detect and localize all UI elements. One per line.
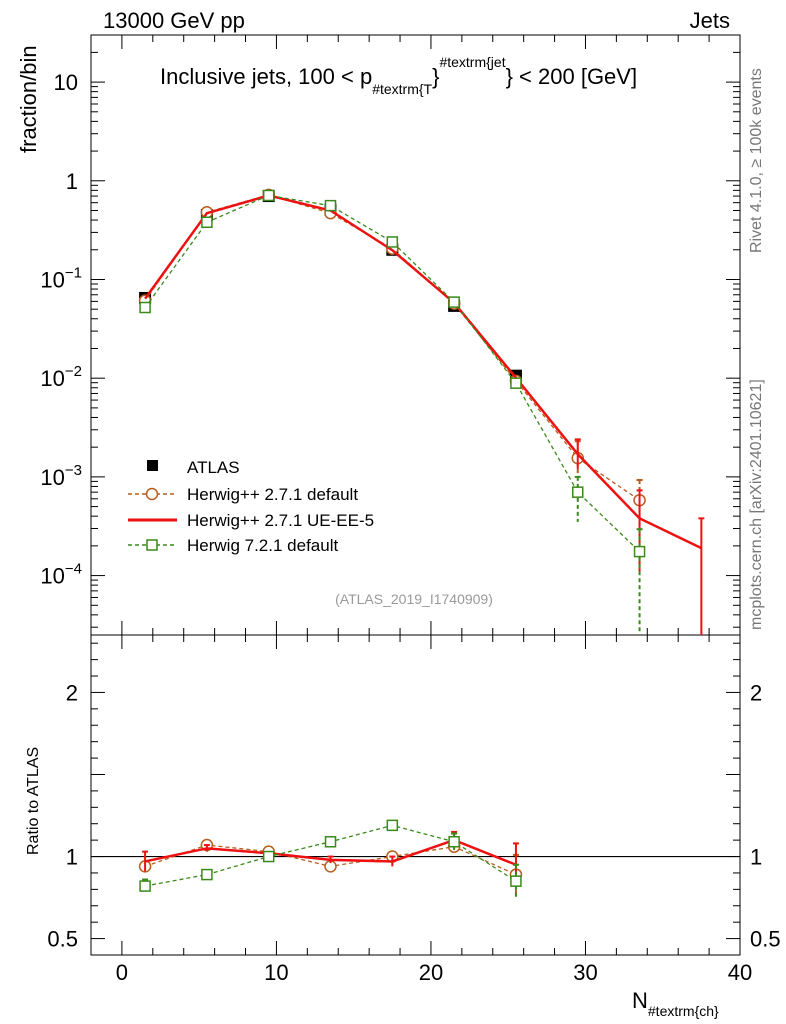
- site-label: mcplots.cern.ch [arXiv:2401.10621]: [748, 379, 765, 630]
- legend-label-herwigpp-ueee5: Herwig++ 2.7.1 UE-EE-5: [187, 511, 374, 530]
- ratio-series: [138, 819, 523, 898]
- ratio-tick-label-right: 0.5: [750, 927, 781, 952]
- y-tick-label: 10−4: [40, 561, 82, 589]
- ratio-point-herwig-7-2-1-default: [262, 850, 275, 863]
- data-point-herwig-7-2-1-default: [139, 301, 151, 314]
- y-tick-label: 10−1: [40, 264, 82, 292]
- data-point-herwig-7-2-1-default: [633, 545, 646, 558]
- y-tick-label: 1: [66, 169, 78, 194]
- ratio-tick-label-right: 2: [750, 680, 762, 705]
- main-series: [138, 188, 705, 635]
- axes: 0 10 20 30 40 10 1 10−1 10−2 10−3 10−4 2 2 1 1 0.5 0.5: [40, 34, 781, 985]
- ratio-point-herwig-7-2-1-default: [139, 880, 151, 892]
- data-point-herwig-7-2-1-default: [448, 296, 460, 308]
- legend: ATLAS Herwig++ 2.7.1 default Herwig++ 2.…: [128, 458, 374, 555]
- legend-label-atlas: ATLAS: [187, 458, 240, 477]
- data-point-herwig-7-2-1-default: [510, 377, 522, 389]
- process-label: Jets: [690, 8, 730, 33]
- legend-entry-herwigpp-default: Herwig++ 2.7.1 default: [128, 485, 358, 504]
- ratio-point-herwig-7-2-1-default: [510, 875, 522, 887]
- x-tick-label: 0: [116, 960, 128, 985]
- ratio-y-axis-label: Ratio to ATLAS: [25, 747, 42, 855]
- ratio-point-herwig-7-2-1-default: [201, 868, 213, 881]
- y-tick-label: 10−2: [40, 363, 82, 391]
- x-tick-label: 30: [573, 960, 597, 985]
- ratio-tick-label-left: 2: [66, 680, 78, 705]
- ratio-tick-label-left: 1: [66, 845, 78, 870]
- legend-entry-atlas: ATLAS: [147, 458, 240, 477]
- x-tick-label: 40: [728, 960, 752, 985]
- ratio-panel-frame: [90, 634, 741, 956]
- y-tick-label: 10: [54, 70, 78, 95]
- chart-title: Inclusive jets, 100 < p#textrm{T}#textrm…: [160, 54, 637, 97]
- series-line-herwig-7-2-1-default: [144, 194, 641, 553]
- rivet-label: Rivet 4.1.0, ≥ 100k events: [748, 68, 765, 253]
- ratio-point-herwig-7-2-1-default: [386, 819, 399, 832]
- energy-label: 13000 GeV pp: [103, 8, 245, 33]
- legend-marker-herwig7-default: [146, 539, 158, 551]
- x-tick-label: 20: [419, 960, 443, 985]
- ratio-point-herwig-7-2-1-default: [324, 836, 337, 848]
- ratio-point-herwig-7-2-1-default: [448, 836, 460, 848]
- legend-marker-herwigpp-default: [145, 487, 159, 501]
- legend-marker-atlas: [147, 460, 158, 471]
- data-point-herwig-7-2-1-default: [572, 486, 584, 498]
- analysis-reference: (ATLAS_2019_I1740909): [335, 591, 493, 607]
- x-tick-label: 10: [264, 960, 288, 985]
- data-point-herwig-7-2-1-default: [386, 236, 399, 248]
- legend-entry-herwigpp-ueee5: Herwig++ 2.7.1 UE-EE-5: [128, 511, 374, 530]
- y-axis-label: fraction/bin: [16, 45, 41, 153]
- data-point-herwig-7-2-1-default: [324, 199, 337, 212]
- ratio-tick-label-left: 0.5: [47, 927, 78, 952]
- ratio-tick-label-right: 1: [750, 845, 762, 870]
- series-line-herwig-2-7-1-ue-ee-5: [144, 194, 702, 550]
- x-axis-label: N#textrm{ch}: [632, 988, 719, 1019]
- legend-label-herwigpp-default: Herwig++ 2.7.1 default: [187, 485, 358, 504]
- data-point-herwig-7-2-1-default: [262, 189, 275, 202]
- legend-entry-herwig7-default: Herwig 7.2.1 default: [128, 536, 338, 555]
- legend-label-herwig7-default: Herwig 7.2.1 default: [187, 536, 338, 555]
- y-tick-label: 10−3: [40, 462, 82, 490]
- data-point-herwig-7-2-1-default: [201, 216, 213, 229]
